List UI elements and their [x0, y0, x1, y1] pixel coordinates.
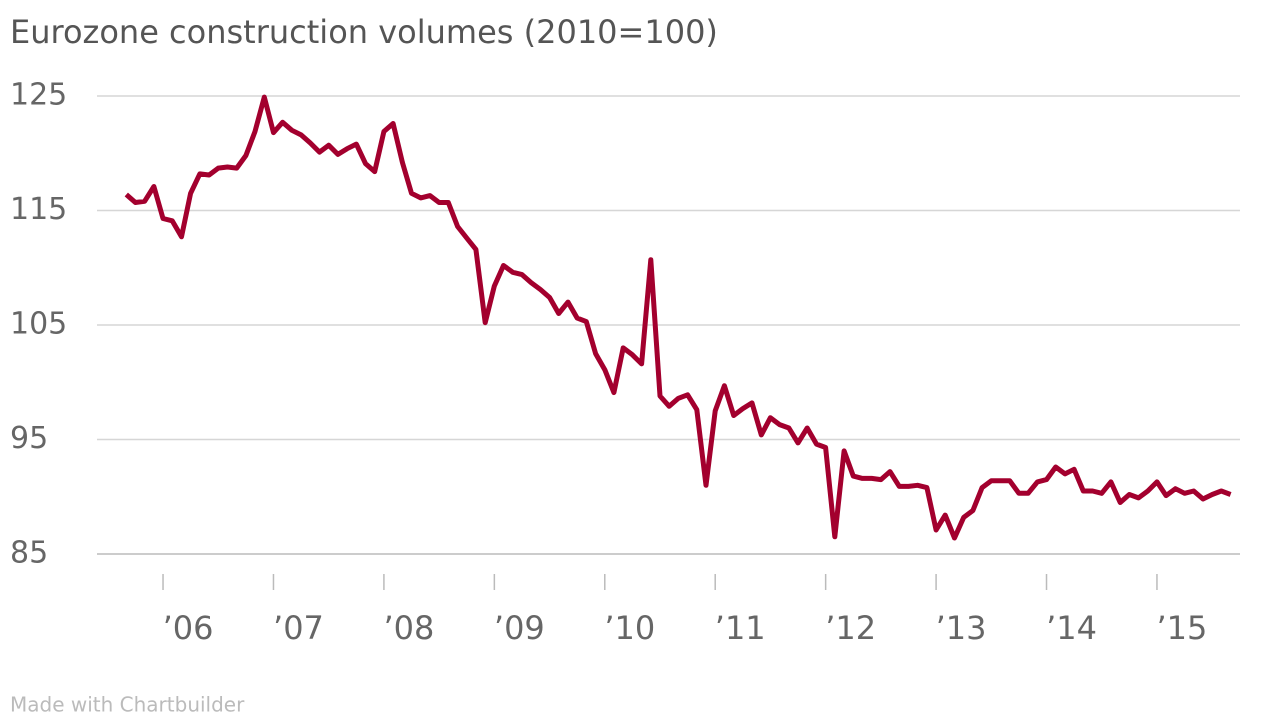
y-tick-label: 85: [10, 536, 48, 571]
line: [124, 94, 1232, 541]
x-tick-label: ’07: [273, 609, 324, 647]
y-tick-label: 105: [10, 307, 67, 342]
x-tick-label: ’13: [936, 609, 987, 647]
y-tick-label: 125: [10, 78, 67, 113]
x-tick-label: ’09: [494, 609, 545, 647]
x-tick-label: ’14: [1046, 609, 1097, 647]
x-tick-label: ’15: [1157, 609, 1208, 647]
x-tick-label: ’06: [163, 609, 214, 647]
credit: Made with Chartbuilder: [10, 693, 245, 717]
x-tick-label: ’08: [383, 609, 434, 647]
x-tick-label: ’12: [825, 609, 876, 647]
chart-title: Eurozone construction volumes (2010=100): [10, 13, 718, 51]
y-tick-label: 95: [10, 421, 48, 456]
x-tick-label: ’10: [604, 609, 655, 647]
x-tick-label: ’11: [715, 609, 766, 647]
y-tick-label: 115: [10, 192, 67, 227]
